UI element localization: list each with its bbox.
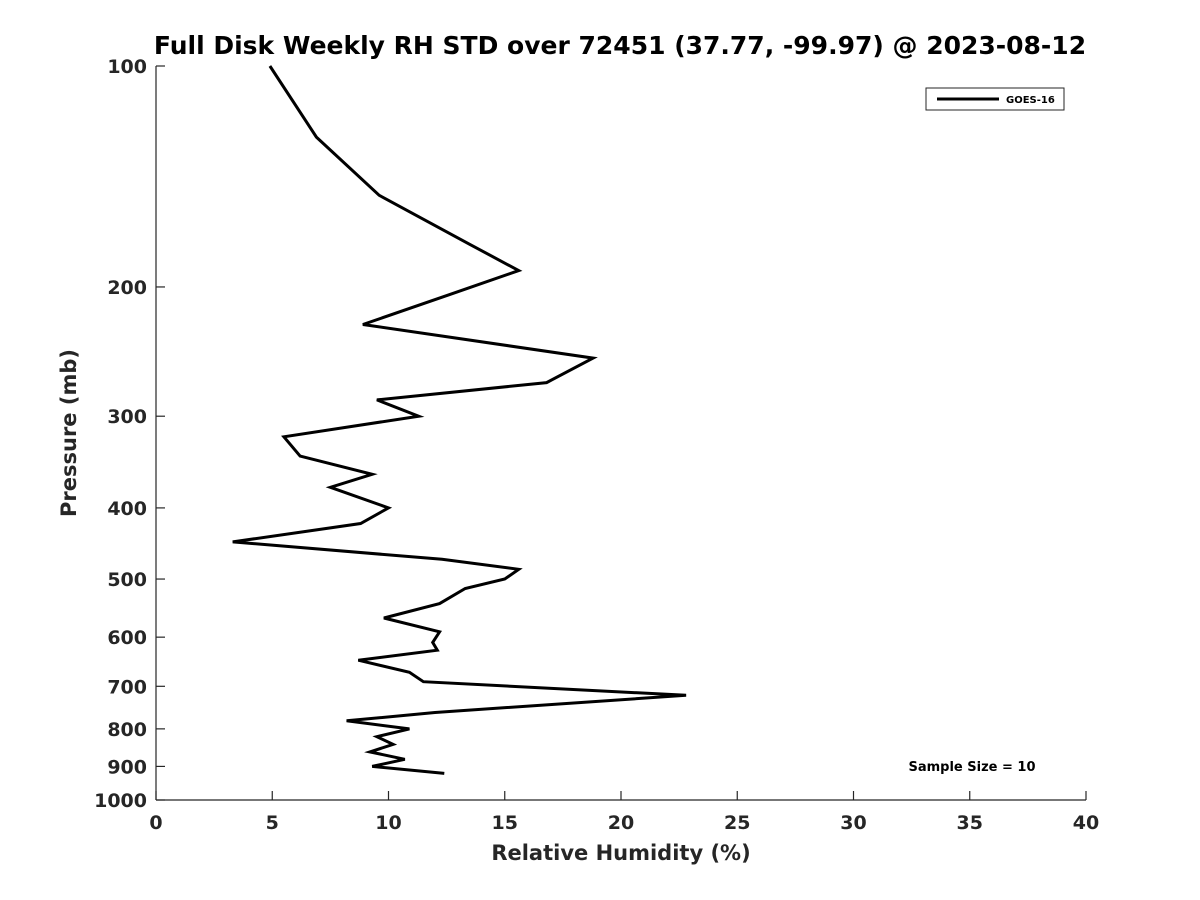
x-tick-label: 10: [375, 812, 401, 834]
y-tick-label: 900: [107, 756, 147, 778]
x-tick-label: 25: [724, 812, 750, 834]
y-tick-label: 200: [107, 277, 147, 299]
plot-area: [232, 65, 687, 775]
y-tick-label: 100: [107, 56, 147, 78]
x-tick-label: 35: [957, 812, 983, 834]
legend: GOES-16: [925, 87, 1065, 111]
x-axis-label: Relative Humidity (%): [491, 841, 750, 865]
y-tick-label: 400: [107, 498, 147, 520]
y-tick-label: 700: [107, 676, 147, 698]
series-line-goes-16: [232, 65, 687, 775]
x-tick-label: 20: [608, 812, 634, 834]
y-tick-label: 800: [107, 719, 147, 741]
y-tick-label: 500: [107, 569, 147, 591]
y-tick-label: 600: [107, 627, 147, 649]
sample-size-annotation: Sample Size = 10: [908, 760, 1035, 775]
x-ticks: 0 5 10 15 20 25 30 35 40: [149, 791, 1099, 834]
x-tick-label: 15: [492, 812, 518, 834]
x-tick-label: 30: [840, 812, 866, 834]
axes: 0 5 10 15 20 25 30 35 40 100 200 300 400 500 600 700 80…: [94, 56, 1099, 834]
legend-entry-goes-16: GOES-16: [1006, 95, 1055, 106]
x-tick-label: 5: [266, 812, 279, 834]
x-tick-label: 40: [1073, 812, 1099, 834]
y-ticks: 100 200 300 400 500 600 700 800 900 1000: [94, 56, 165, 812]
y-tick-label: 1000: [94, 790, 147, 812]
x-tick-label: 0: [149, 812, 162, 834]
chart-title: Full Disk Weekly RH STD over 72451 (37.7…: [154, 31, 1086, 60]
y-tick-label: 300: [107, 406, 147, 428]
y-axis-label: Pressure (mb): [57, 349, 81, 517]
